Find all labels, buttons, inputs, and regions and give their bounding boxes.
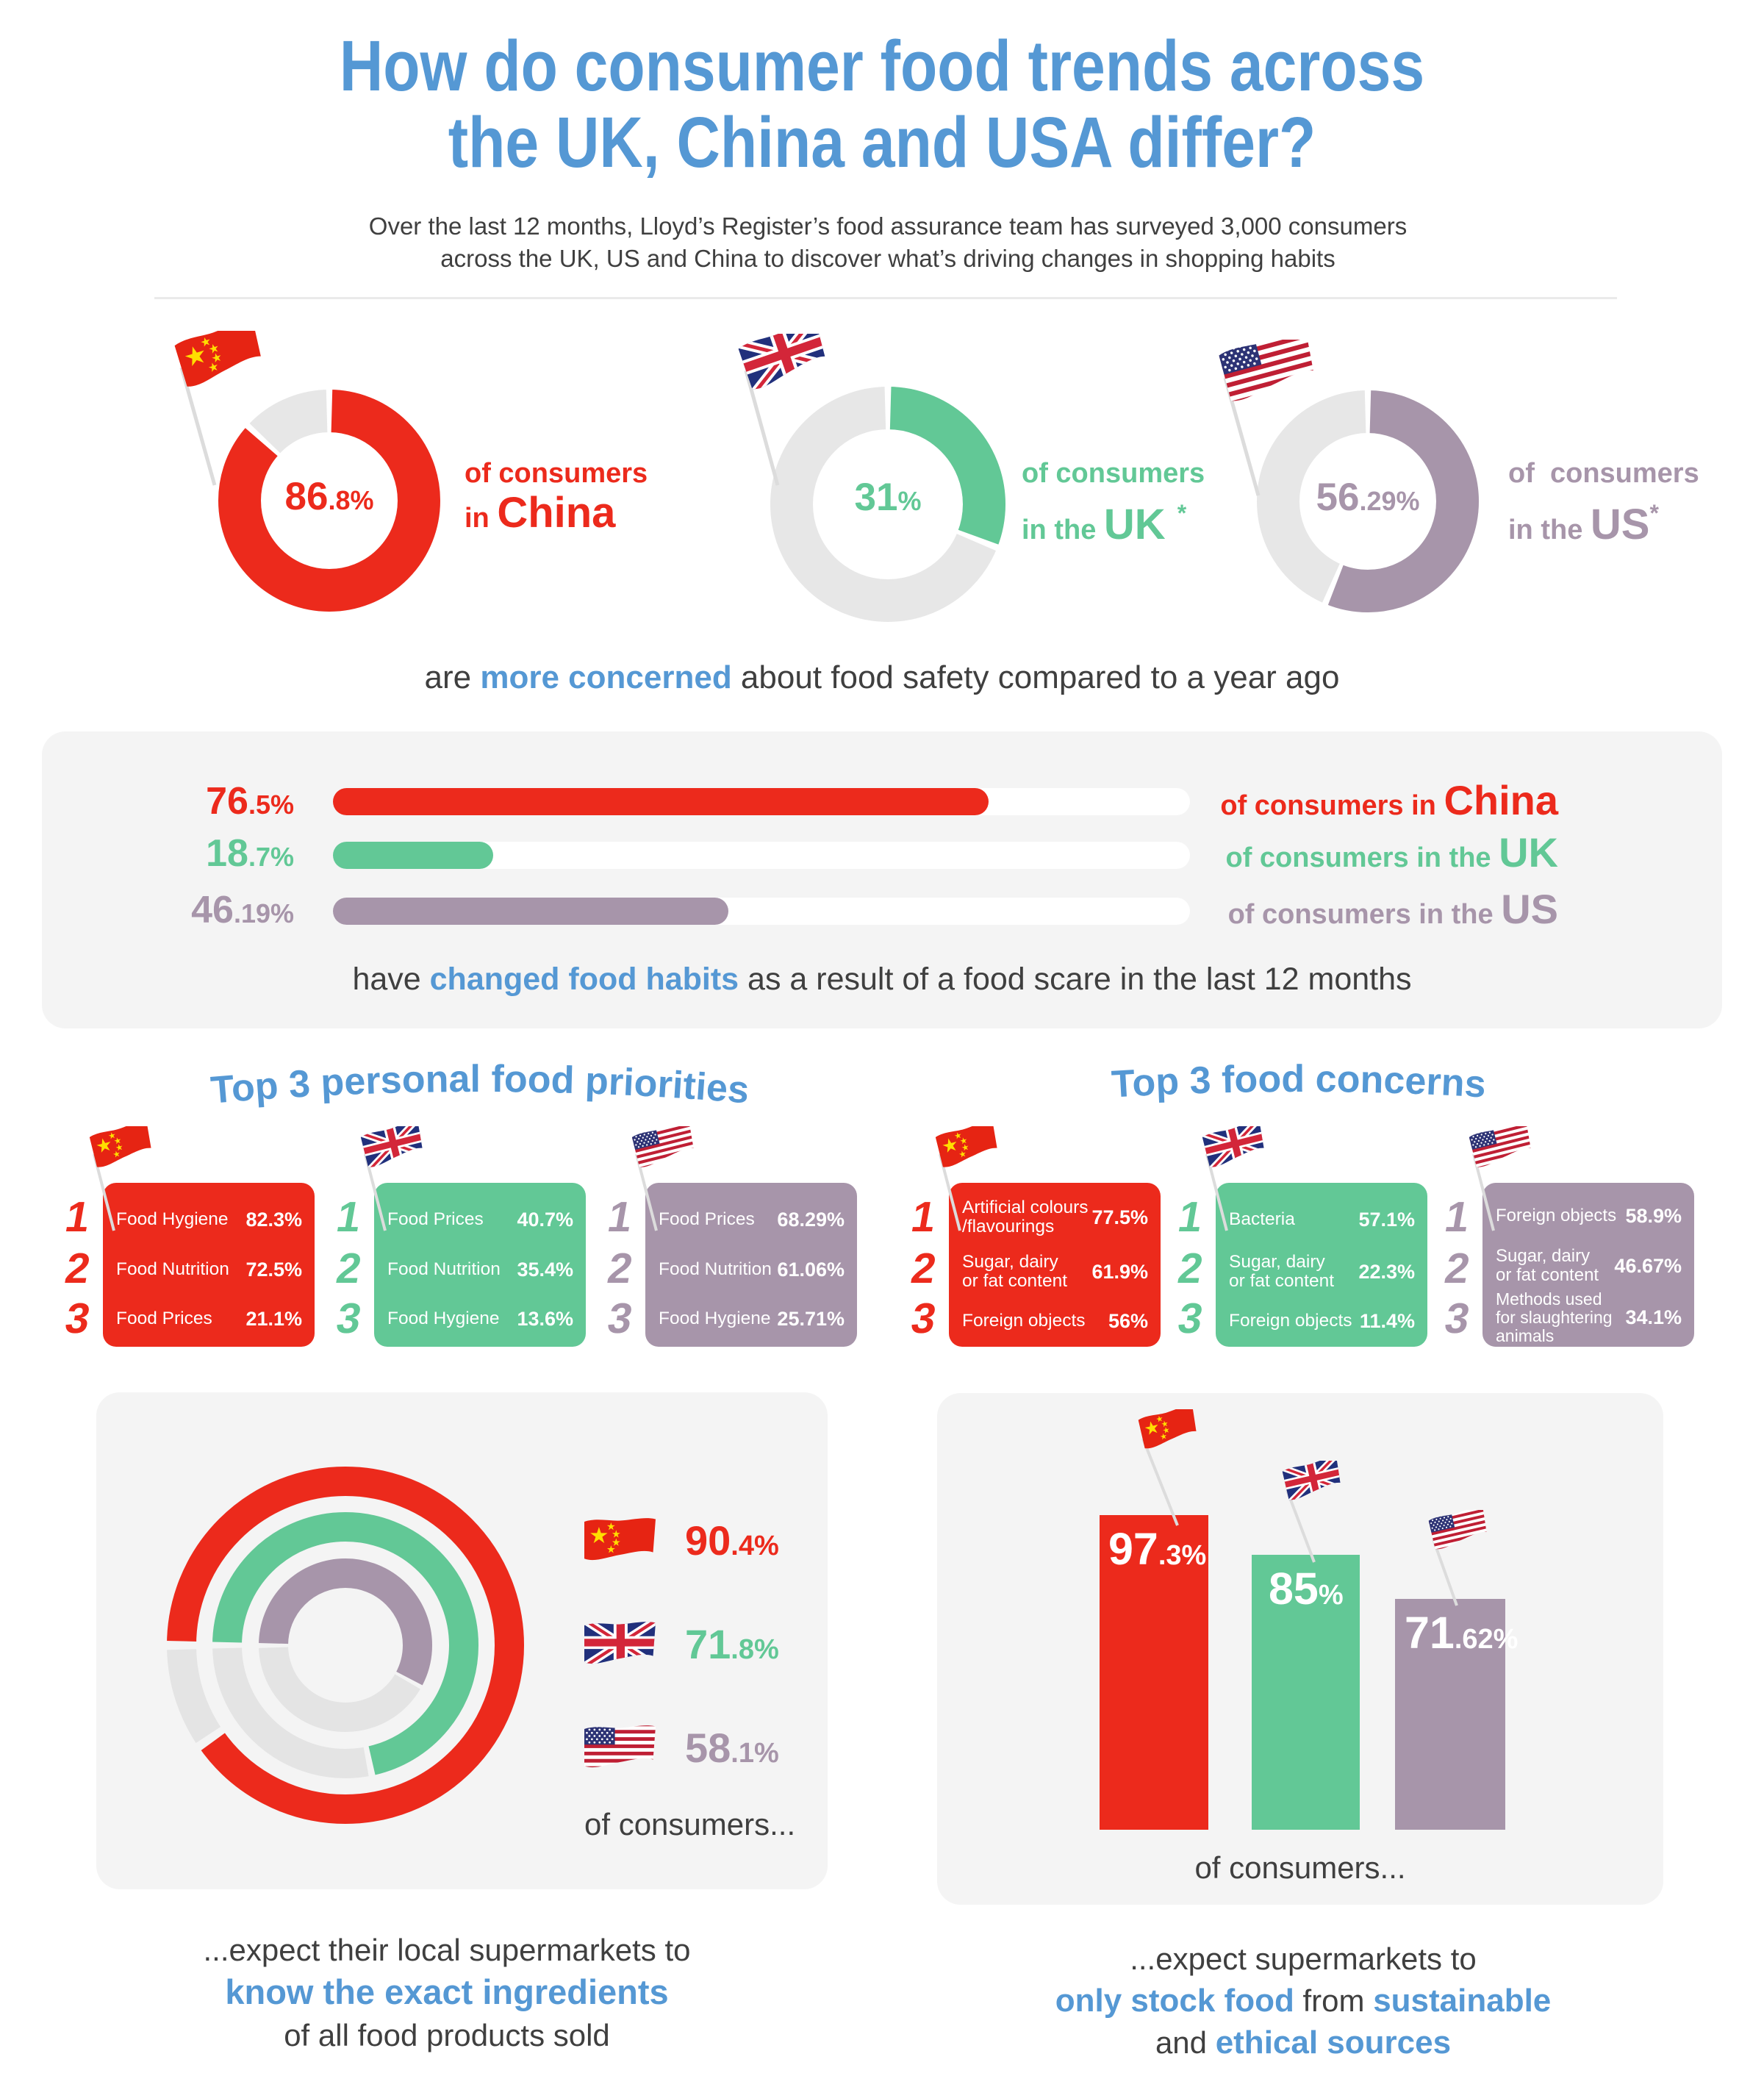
svg-text:Top 3 personal food priorities: Top 3 personal food priorities	[209, 1058, 751, 1112]
svg-text:Top 3 food concerns: Top 3 food concerns	[1111, 1058, 1487, 1106]
